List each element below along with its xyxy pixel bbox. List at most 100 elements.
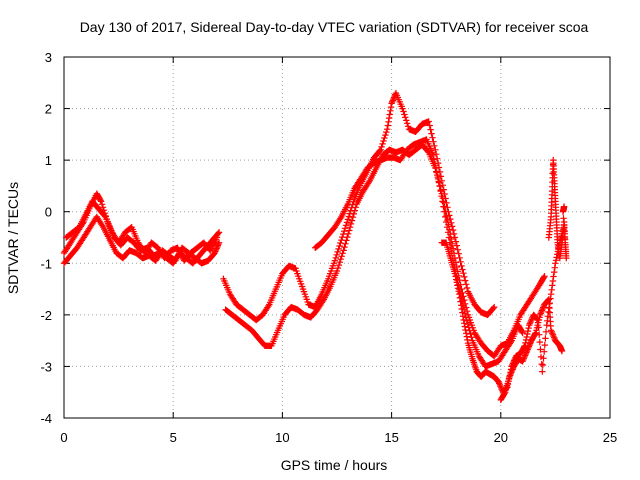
data-point	[558, 347, 566, 355]
x-axis-label: GPS time / hours	[281, 457, 388, 473]
x-tick-label: 10	[275, 430, 289, 445]
data-point	[454, 246, 461, 253]
data-point	[350, 210, 357, 218]
data-point	[549, 330, 556, 337]
data-point	[561, 235, 569, 242]
data-point	[433, 151, 440, 158]
data-point	[544, 317, 551, 324]
data-point	[379, 140, 386, 148]
data-point	[430, 138, 437, 145]
data-point	[402, 114, 409, 121]
data-point	[445, 234, 453, 241]
x-tick-label: 0	[60, 430, 67, 445]
data-point	[456, 294, 464, 302]
data-point	[348, 217, 356, 224]
y-tick-label: -3	[40, 359, 52, 374]
data-point	[525, 344, 532, 352]
data-point	[385, 114, 393, 122]
data-point	[341, 228, 348, 235]
data-point	[522, 339, 529, 347]
data-point	[339, 250, 346, 257]
data-point	[343, 237, 350, 244]
data-point	[340, 247, 347, 254]
y-tick-label: 1	[45, 153, 52, 168]
y-tick-label: 2	[45, 102, 52, 117]
data-point	[468, 334, 475, 341]
data-point	[365, 179, 372, 186]
data-point	[562, 248, 570, 255]
data-point	[540, 304, 547, 311]
data-point	[346, 224, 354, 231]
data-point	[547, 291, 555, 298]
data-point	[101, 212, 108, 219]
data-point	[540, 355, 547, 362]
data-point	[344, 216, 352, 223]
data-point	[542, 335, 549, 342]
data-point	[459, 313, 467, 320]
data-point	[427, 126, 434, 133]
data-point	[437, 187, 444, 195]
series-track-e	[222, 141, 548, 360]
data-point	[526, 320, 533, 327]
data-point	[349, 214, 357, 221]
data-point	[213, 234, 221, 241]
x-tick-label: 25	[603, 430, 617, 445]
data-point	[214, 230, 222, 237]
data-point	[560, 203, 568, 210]
data-point	[443, 224, 451, 231]
data-point	[453, 242, 460, 249]
data-point	[560, 215, 567, 222]
data-point	[430, 156, 438, 163]
data-point	[536, 338, 543, 346]
data-point	[507, 338, 514, 346]
data-point	[551, 264, 558, 271]
data-point	[99, 222, 106, 229]
data-point	[560, 221, 568, 229]
plot-frame	[63, 56, 611, 419]
data-point	[426, 122, 433, 129]
data-point	[333, 251, 340, 258]
data-point	[433, 169, 440, 176]
data-point	[563, 254, 570, 262]
data-point	[429, 151, 437, 159]
data-point	[541, 341, 548, 349]
data-point	[466, 327, 473, 334]
data-point	[536, 311, 544, 319]
grid-lines	[64, 57, 610, 418]
data-point	[425, 118, 432, 125]
data-point	[462, 326, 469, 334]
data-point	[448, 223, 456, 230]
data-point	[439, 182, 446, 189]
data-point	[435, 178, 442, 185]
data-point	[438, 193, 445, 200]
data-point	[562, 241, 569, 249]
data-point	[342, 240, 349, 247]
data-point	[508, 367, 516, 374]
data-point	[541, 273, 548, 280]
data-point	[436, 182, 443, 190]
data-point	[539, 305, 546, 313]
data-point	[428, 130, 435, 137]
data-point	[98, 201, 106, 208]
data-point	[522, 350, 529, 358]
data-point	[346, 227, 353, 234]
data-point	[338, 253, 345, 260]
data-point	[376, 147, 383, 155]
data-point	[549, 282, 556, 289]
data-point	[341, 225, 349, 232]
data-point	[331, 257, 338, 264]
data-point	[381, 134, 388, 142]
data-point	[319, 297, 327, 305]
data-point	[404, 123, 412, 130]
data-point	[538, 361, 545, 368]
data-point	[332, 254, 339, 261]
data-points	[60, 89, 570, 404]
data-point	[337, 239, 344, 247]
data-point	[443, 218, 450, 226]
data-point	[496, 380, 503, 387]
data-point	[382, 131, 389, 139]
data-point	[506, 373, 513, 380]
data-point	[345, 230, 352, 237]
y-tick-label: 0	[45, 205, 52, 220]
data-point	[351, 207, 358, 214]
